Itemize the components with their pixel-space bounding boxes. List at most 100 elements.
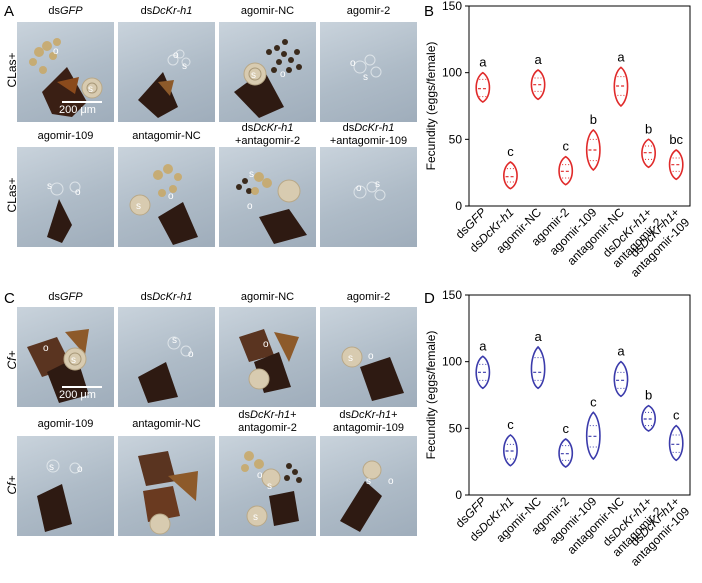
svg-text:o: o <box>388 476 394 487</box>
svg-text:s: s <box>182 61 187 72</box>
svg-text:o: o <box>188 349 194 360</box>
sig-letter-0: a <box>479 55 487 70</box>
y-tick-label: 50 <box>449 132 463 146</box>
sig-letter-0: a <box>479 338 487 353</box>
svg-text:s: s <box>348 353 353 364</box>
y-tick-label: 0 <box>455 488 462 502</box>
y-tick-label: 100 <box>442 355 462 369</box>
sig-letter-3: c <box>562 421 569 436</box>
violin-4 <box>585 411 601 461</box>
panel-letter-b: B <box>424 3 434 20</box>
violin-6 <box>641 404 656 432</box>
photo-label-a7: dsDcKr-h1 +antagomir-2 <box>234 122 301 147</box>
svg-text:o: o <box>368 351 374 362</box>
violin-2 <box>530 345 546 390</box>
photo-label-a3: agomir-NC <box>240 5 295 17</box>
violin-7 <box>668 149 684 181</box>
svg-text:s: s <box>71 355 76 366</box>
photo-antagomirnc-cf <box>118 436 215 536</box>
scale-bar-a <box>62 101 102 103</box>
plot-frame <box>468 294 691 496</box>
svg-text:o: o <box>77 464 83 475</box>
svg-text:o: o <box>53 46 59 57</box>
photo-dsdckr-antagomir109-cf: s o <box>320 436 417 536</box>
photo-label-c6: antagomir-NC <box>132 418 201 430</box>
svg-text:s: s <box>251 70 256 81</box>
photo-label-c5: agomir-109 <box>37 418 94 430</box>
y-tick-label: 150 <box>442 0 462 13</box>
photo-agomirnc-cf: o <box>219 307 316 407</box>
svg-text:s: s <box>249 169 254 180</box>
panel-letter-c: C <box>4 290 15 307</box>
svg-text:o: o <box>280 69 286 80</box>
violin-3 <box>558 438 574 468</box>
photo-label-c3: agomir-NC <box>240 291 295 303</box>
photo-dsdckr-clas: o s <box>118 22 215 122</box>
photo-label-a1: dsGFP <box>48 5 83 17</box>
svg-text:o: o <box>173 50 179 61</box>
photo-antagomirnc-clas: s o <box>118 147 215 247</box>
photo-label-a6: antagomir-NC <box>132 130 201 142</box>
photo-dsdckr-cf: s o <box>118 307 215 407</box>
photo-dsdckr-antagomir2-cf: o s s <box>219 436 316 536</box>
sig-letter-6: b <box>645 388 652 403</box>
violin-7 <box>668 424 684 462</box>
photo-dsgfp-cf: o s 200 μm <box>17 307 114 407</box>
svg-text:s: s <box>366 476 371 487</box>
photo-label-c8: dsDcKr-h1+ antagomir-109 <box>333 409 404 434</box>
photo-label-a8: dsDcKr-h1 +antagomir-109 <box>329 122 408 147</box>
scale-text-c: 200 μm <box>59 389 96 401</box>
photo-agomirnc-clas: s o <box>219 22 316 122</box>
photo-label-c4: agomir-2 <box>346 291 391 303</box>
sig-letter-7: c <box>673 408 680 423</box>
violin-5 <box>613 66 629 108</box>
svg-text:s: s <box>267 481 272 492</box>
sig-letter-4: c <box>590 394 597 409</box>
svg-text:o: o <box>263 339 269 350</box>
sig-letter-4: b <box>590 112 597 127</box>
panel-letter-a: A <box>4 3 15 20</box>
violin-6 <box>641 138 656 169</box>
sig-letter-7: bc <box>669 132 683 147</box>
panel-letter-d: D <box>424 290 435 307</box>
svg-text:o: o <box>75 187 81 198</box>
violin-0 <box>475 355 491 390</box>
sig-letter-2: a <box>534 52 542 67</box>
photo-dsgfp-clas: o s 200 μm <box>17 22 114 122</box>
y-axis-label: Fecundity (eggs/female) <box>424 42 438 171</box>
plot-frame <box>468 5 691 207</box>
sig-letter-1: c <box>507 144 514 159</box>
sig-letter-6: b <box>645 121 652 136</box>
violin-0 <box>475 71 491 103</box>
svg-text:s: s <box>88 84 93 95</box>
y-tick-label: 50 <box>449 421 463 435</box>
svg-text:o: o <box>257 470 263 481</box>
violin-1 <box>503 434 518 467</box>
violin-1 <box>503 161 518 190</box>
svg-text:o: o <box>350 58 356 69</box>
svg-text:s: s <box>49 462 54 473</box>
sig-letter-5: a <box>617 49 625 64</box>
sig-letter-5: a <box>617 344 625 359</box>
photo-dsdckr-antagomir2-clas: s o <box>219 147 316 247</box>
svg-text:s: s <box>136 201 141 212</box>
svg-text:s: s <box>253 512 258 523</box>
photo-dsdckr-antagomir109-clas: o s <box>320 147 417 247</box>
photo-agomir2-clas: o s <box>320 22 417 122</box>
sig-letter-3: c <box>562 139 569 154</box>
violin-4 <box>585 128 601 172</box>
photo-label-c7: dsDcKr-h1+ antagomir-2 <box>238 409 297 434</box>
photo-label-a2: dsDcKr-h1 <box>140 5 193 17</box>
svg-text:s: s <box>375 179 380 190</box>
y-tick-label: 0 <box>455 199 462 213</box>
svg-text:o: o <box>356 183 362 194</box>
svg-text:o: o <box>168 191 174 202</box>
violin-2 <box>530 69 546 101</box>
violin-5 <box>613 360 629 398</box>
photo-agomir2-cf: s o <box>320 307 417 407</box>
photo-label-c1: dsGFP <box>48 291 83 303</box>
svg-text:o: o <box>247 201 253 212</box>
violin-3 <box>558 155 574 186</box>
